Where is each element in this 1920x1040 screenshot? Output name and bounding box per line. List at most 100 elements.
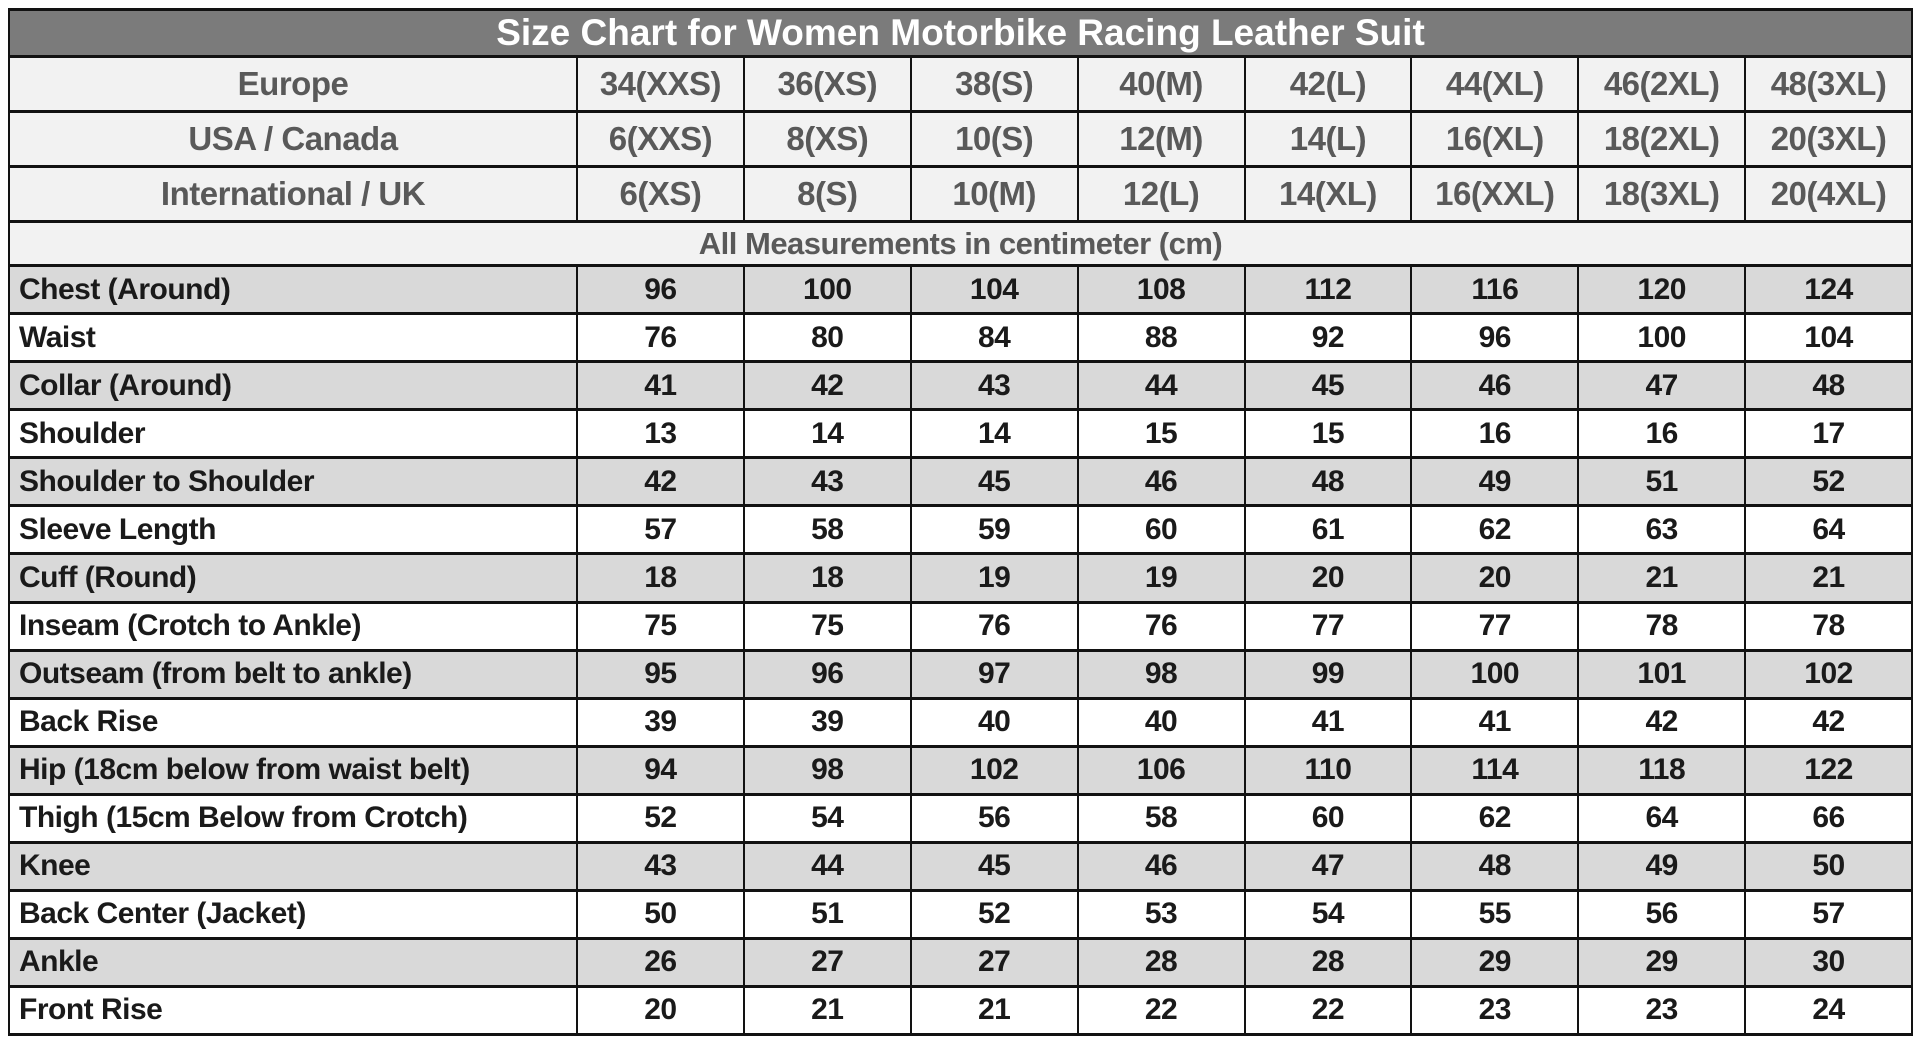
measurement-row: Inseam (Crotch to Ankle) 75 75 76 76 77 77 78 78 xyxy=(8,600,1913,652)
measurement-cell: 120 xyxy=(1577,264,1747,316)
measurement-cell: 76 xyxy=(1076,600,1246,652)
measurement-cell: 59 xyxy=(909,504,1079,556)
measurement-cell: 29 xyxy=(1410,936,1580,988)
measurement-cell: 122 xyxy=(1744,744,1913,796)
measurement-label: Thigh (15cm Below from Crotch) xyxy=(8,792,578,844)
measurement-cell: 100 xyxy=(742,264,912,316)
measurement-cell: 108 xyxy=(1076,264,1246,316)
measurement-cell: 96 xyxy=(576,264,745,316)
measurement-cell: 42 xyxy=(742,360,912,412)
measurement-label: Collar (Around) xyxy=(8,360,578,412)
measurement-cell: 49 xyxy=(1410,456,1580,508)
size-cell: 34(XXS) xyxy=(576,55,745,114)
measurement-cell: 96 xyxy=(742,648,912,700)
size-cell: 38(S) xyxy=(909,55,1079,114)
measurement-cell: 42 xyxy=(1577,696,1747,748)
size-cell: 42(L) xyxy=(1243,55,1413,114)
measurement-cell: 98 xyxy=(742,744,912,796)
measurement-cell: 92 xyxy=(1243,312,1413,364)
measurement-cell: 50 xyxy=(1744,840,1913,892)
measurement-label: Sleeve Length xyxy=(8,504,578,556)
size-cell: 18(3XL) xyxy=(1577,165,1747,224)
measurement-cell: 44 xyxy=(742,840,912,892)
measurement-cell: 48 xyxy=(1410,840,1580,892)
size-cell: 14(L) xyxy=(1243,110,1413,169)
measurement-row: Thigh (15cm Below from Crotch) 52 54 56 58 60… xyxy=(8,792,1913,844)
measurement-cell: 84 xyxy=(909,312,1079,364)
measurement-cell: 66 xyxy=(1744,792,1913,844)
measurement-cell: 45 xyxy=(909,840,1079,892)
measurement-cell: 97 xyxy=(909,648,1079,700)
measurement-cell: 18 xyxy=(576,552,745,604)
measurement-cell: 56 xyxy=(909,792,1079,844)
measurement-label: Ankle xyxy=(8,936,578,988)
measurement-label: Cuff (Round) xyxy=(8,552,578,604)
size-cell: 10(M) xyxy=(909,165,1079,224)
measurement-cell: 78 xyxy=(1744,600,1913,652)
measurement-cell: 46 xyxy=(1076,840,1246,892)
size-cell: 12(L) xyxy=(1076,165,1246,224)
chart-title: Size Chart for Women Motorbike Racing Le… xyxy=(8,7,1913,59)
measurement-cell: 42 xyxy=(1744,696,1913,748)
size-region-label: International / UK xyxy=(8,165,578,224)
measurement-row: Waist 76 80 84 88 92 96 100 104 xyxy=(8,312,1913,364)
measurement-cell: 61 xyxy=(1243,504,1413,556)
size-cell: 8(XS) xyxy=(742,110,912,169)
measurement-label: Back Rise xyxy=(8,696,578,748)
size-conversion-row: USA / Canada 6(XXS) 8(XS) 10(S) 12(M) 14(L) 16… xyxy=(8,110,1913,169)
measurement-cell: 64 xyxy=(1744,504,1913,556)
measurement-cell: 41 xyxy=(1243,696,1413,748)
measurement-cell: 100 xyxy=(1577,312,1747,364)
measurement-label: Shoulder xyxy=(8,408,578,460)
measurement-cell: 52 xyxy=(909,888,1079,940)
size-chart-table: Size Chart for Women Motorbike Racing Le… xyxy=(8,7,1913,1037)
measurement-row: Collar (Around) 41 42 43 44 45 46 47 48 xyxy=(8,360,1913,412)
measurement-cell: 101 xyxy=(1577,648,1747,700)
size-cell: 36(XS) xyxy=(742,55,912,114)
measurement-row: Outseam (from belt to ankle) 95 96 97 98 99 10… xyxy=(8,648,1913,700)
measurement-label: Knee xyxy=(8,840,578,892)
measurement-label: Back Center (Jacket) xyxy=(8,888,578,940)
measurement-label: Outseam (from belt to ankle) xyxy=(8,648,578,700)
measurement-cell: 46 xyxy=(1410,360,1580,412)
measurement-cell: 116 xyxy=(1410,264,1580,316)
measurement-cell: 22 xyxy=(1076,984,1246,1037)
size-conversion-row: International / UK 6(XS) 8(S) 10(M) 12(L) 14(… xyxy=(8,165,1913,224)
chart-title-row: Size Chart for Women Motorbike Racing Le… xyxy=(8,7,1913,59)
size-cell: 16(XL) xyxy=(1410,110,1580,169)
measurement-cell: 75 xyxy=(576,600,745,652)
measurement-cell: 13 xyxy=(576,408,745,460)
measurement-cell: 41 xyxy=(1410,696,1580,748)
measurement-cell: 124 xyxy=(1744,264,1913,316)
measurement-cell: 17 xyxy=(1744,408,1913,460)
measurement-cell: 118 xyxy=(1577,744,1747,796)
measurement-cell: 45 xyxy=(1243,360,1413,412)
measurement-cell: 88 xyxy=(1076,312,1246,364)
measurement-label: Chest (Around) xyxy=(8,264,578,316)
measurement-cell: 57 xyxy=(576,504,745,556)
measurement-cell: 100 xyxy=(1410,648,1580,700)
measurement-cell: 58 xyxy=(742,504,912,556)
size-cell: 44(XL) xyxy=(1410,55,1580,114)
measurement-cell: 20 xyxy=(1243,552,1413,604)
measurement-cell: 104 xyxy=(909,264,1079,316)
measurement-cell: 23 xyxy=(1410,984,1580,1037)
measurement-cell: 95 xyxy=(576,648,745,700)
measurement-label: Waist xyxy=(8,312,578,364)
measurement-cell: 58 xyxy=(1076,792,1246,844)
measurement-cell: 102 xyxy=(1744,648,1913,700)
measurement-cell: 29 xyxy=(1577,936,1747,988)
size-cell: 6(XS) xyxy=(576,165,745,224)
measurement-cell: 78 xyxy=(1577,600,1747,652)
measurement-cell: 45 xyxy=(909,456,1079,508)
measurement-cell: 54 xyxy=(742,792,912,844)
size-cell: 14(XL) xyxy=(1243,165,1413,224)
measurement-cell: 41 xyxy=(576,360,745,412)
measurement-cell: 46 xyxy=(1076,456,1246,508)
measurement-cell: 16 xyxy=(1577,408,1747,460)
measurement-cell: 52 xyxy=(576,792,745,844)
measurement-row: Back Center (Jacket) 50 51 52 53 54 55 56 57 xyxy=(8,888,1913,940)
measurement-cell: 22 xyxy=(1243,984,1413,1037)
measurement-cell: 43 xyxy=(909,360,1079,412)
